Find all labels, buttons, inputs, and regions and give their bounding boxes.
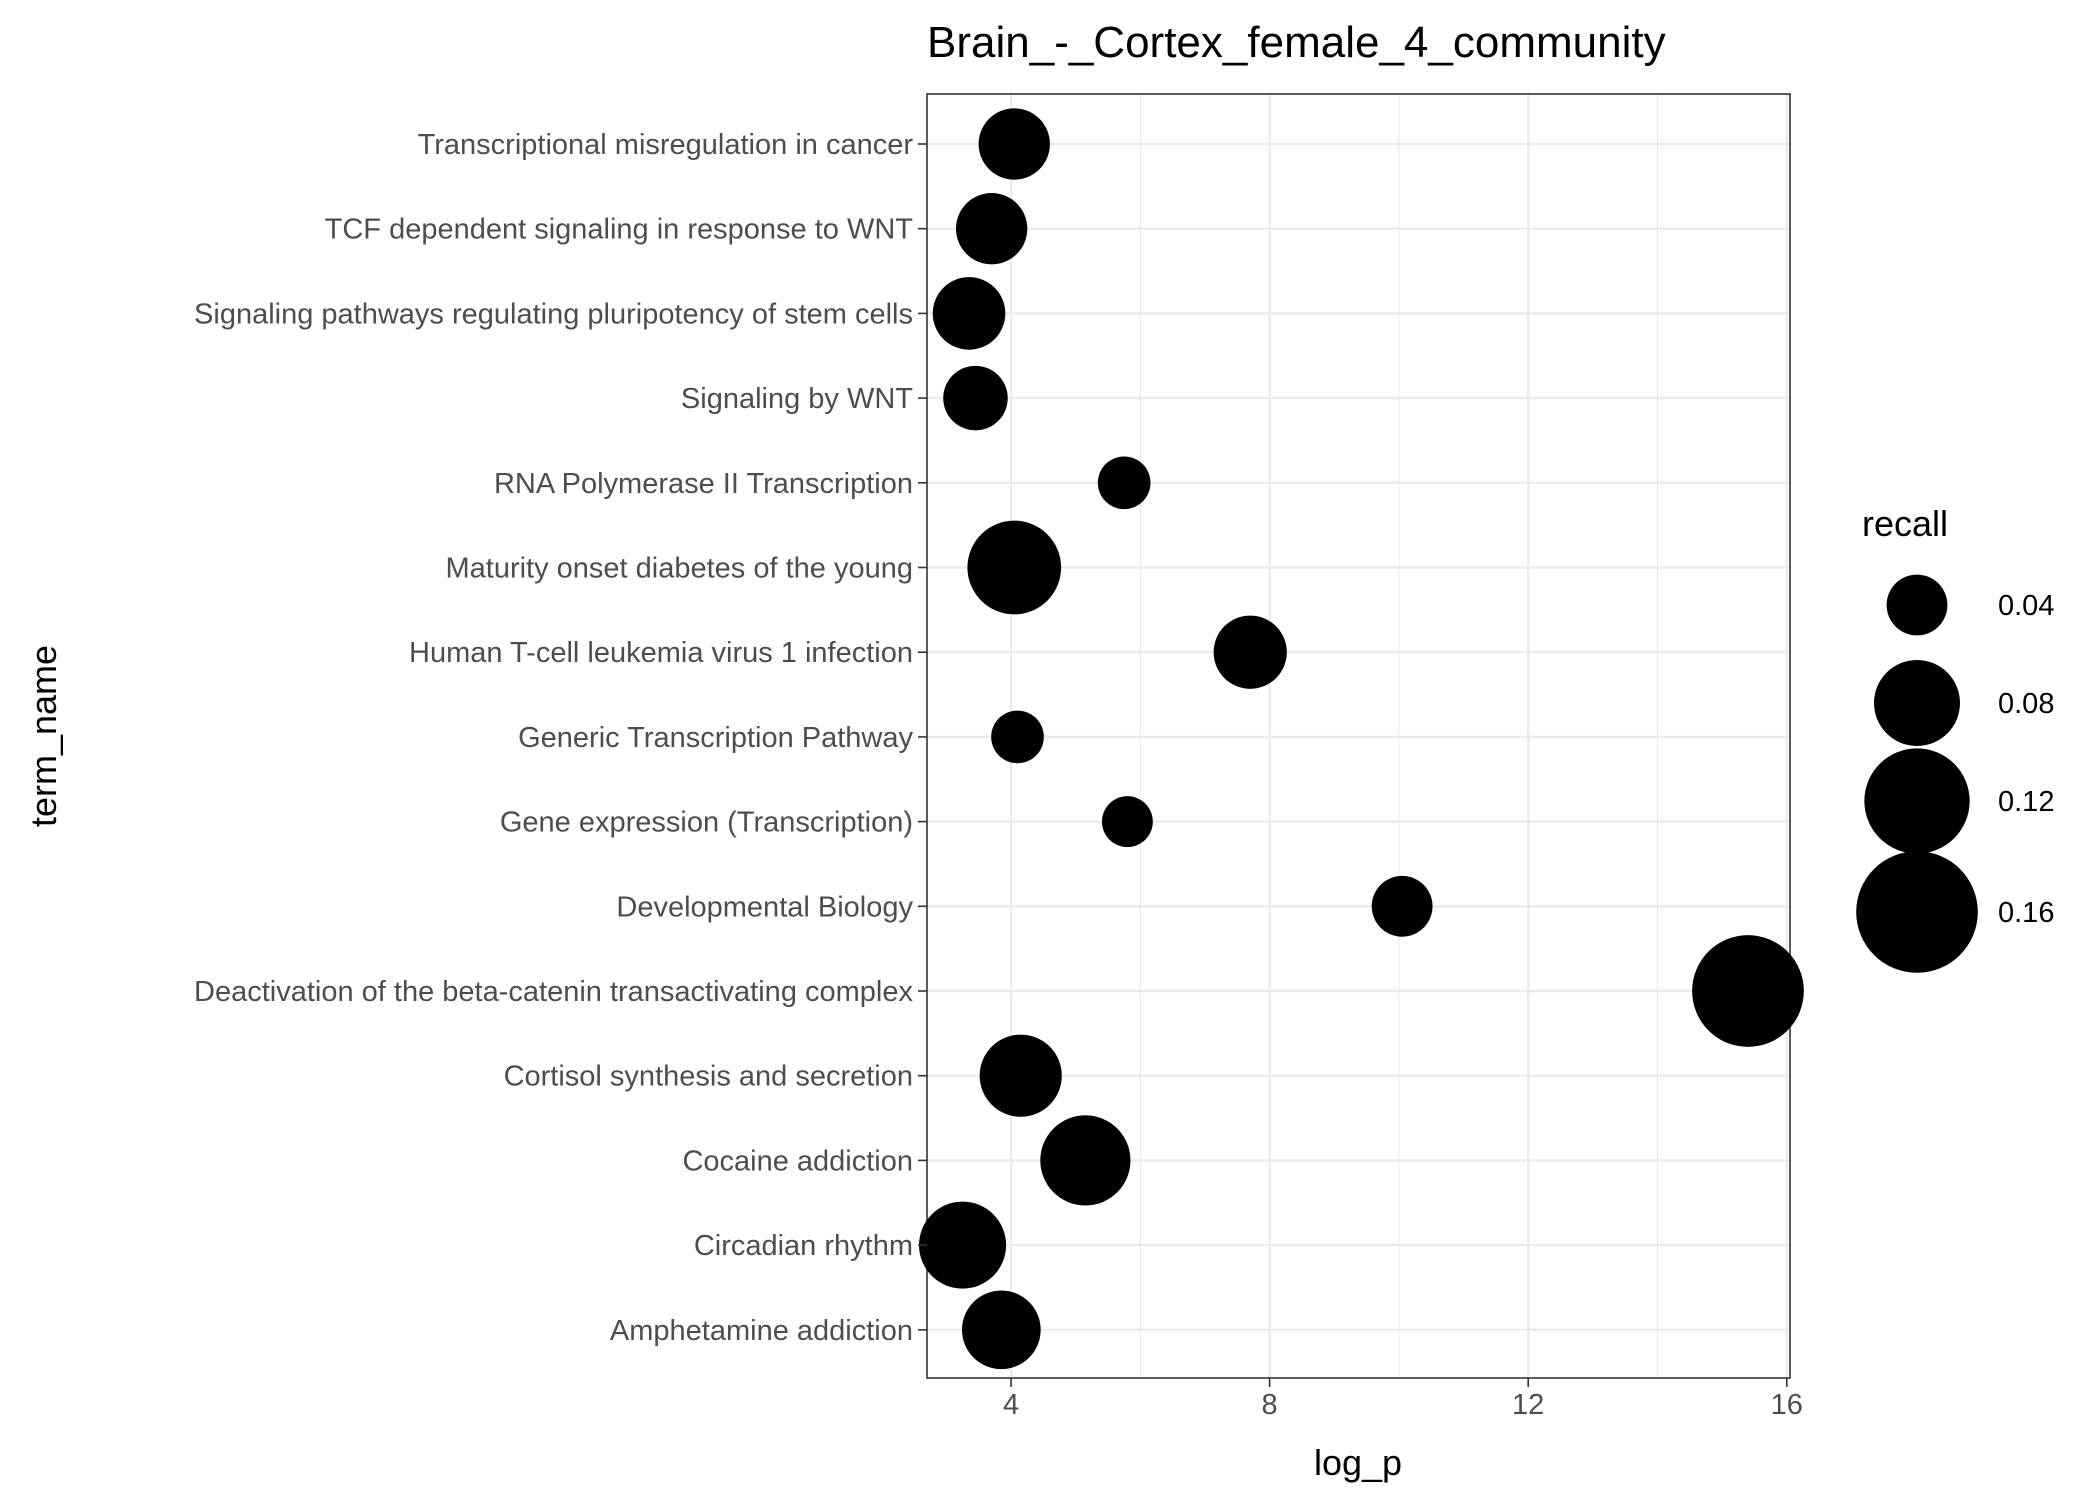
y-tick-label: Amphetamine addiction [610, 1315, 913, 1347]
y-tick-label: Generic Transcription Pathway [518, 722, 913, 754]
y-tick-label: Circadian rhythm [694, 1230, 913, 1262]
data-point [1692, 935, 1804, 1047]
data-point [1213, 615, 1287, 689]
y-tick-label: RNA Polymerase II Transcription [494, 468, 913, 500]
data-point [967, 520, 1062, 615]
chart-title: Brain_-_Cortex_female_4_community [927, 18, 1666, 67]
y-tick-label: TCF dependent signaling in response to W… [325, 214, 914, 246]
plot-panel-border [926, 93, 1791, 1379]
y-tick-label: Gene expression (Transcription) [500, 807, 913, 839]
data-point [961, 1290, 1041, 1370]
x-tick-label: 12 [1512, 1389, 1544, 1421]
legend-key-label: 0.16 [1998, 897, 2054, 929]
data-point [955, 193, 1028, 265]
y-tick-label: Human T-cell leukemia virus 1 infection [409, 637, 913, 669]
x-axis-title: log_p [1314, 1442, 1402, 1483]
data-point [1371, 875, 1433, 937]
data-point [991, 710, 1044, 764]
x-tick-label: 16 [1771, 1389, 1803, 1421]
legend-key-circle [1864, 748, 1970, 854]
grid-lines [927, 94, 1790, 1378]
legend-key-circle [1856, 851, 1978, 973]
data-point [943, 365, 1008, 431]
y-tick-label: Deactivation of the beta-catenin transac… [194, 976, 913, 1008]
data-point [1040, 1115, 1131, 1206]
y-tick-label: Signaling pathways regulating pluripoten… [194, 298, 913, 330]
y-tick-label: Developmental Biology [616, 891, 913, 923]
data-point [1097, 456, 1151, 510]
y-axis-title: term_name [23, 645, 64, 827]
size-legend: recall 0.04 0.08 0.12 0.16 [1856, 503, 2054, 973]
data-point [919, 1201, 1007, 1289]
data-point [932, 277, 1006, 350]
legend-title: recall [1862, 503, 1948, 544]
y-tick-label: Transcriptional misregulation in cancer [418, 129, 914, 161]
y-tick-label: Signaling by WNT [681, 383, 913, 415]
y-tick-label: Maturity onset diabetes of the young [445, 553, 913, 585]
x-axis-ticks: 4 8 12 16 [1003, 1378, 1803, 1421]
data-points [919, 108, 1804, 1370]
data-point [978, 108, 1050, 180]
x-tick-label: 8 [1262, 1389, 1278, 1421]
legend-key-label: 0.12 [1998, 786, 2054, 818]
y-tick-label: Cortisol synthesis and secretion [504, 1061, 913, 1093]
data-point [1101, 796, 1153, 848]
legend-key-circle [1874, 660, 1960, 746]
legend-key-circle [1886, 574, 1948, 636]
y-tick-label: Cocaine addiction [682, 1145, 913, 1177]
legend-key-label: 0.08 [1998, 688, 2054, 720]
data-point [979, 1034, 1062, 1117]
legend-key-label: 0.04 [1998, 590, 2054, 622]
x-tick-label: 4 [1003, 1389, 1019, 1421]
y-axis-ticks: Transcriptional misregulation in cancer T… [194, 129, 927, 1347]
